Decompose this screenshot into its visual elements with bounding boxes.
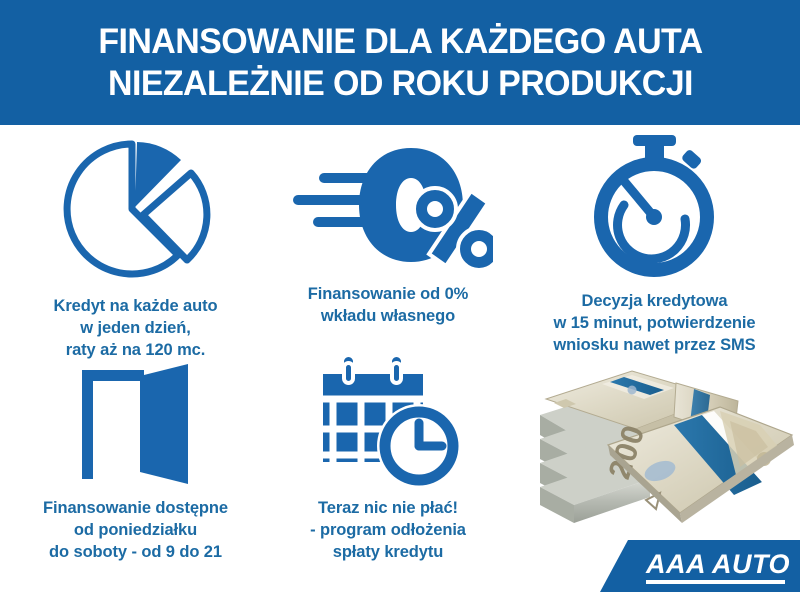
caption-line: Kredyt na każde auto bbox=[53, 297, 218, 315]
caption-line: od poniedziałku bbox=[73, 521, 198, 539]
caption-line: w 15 minut, potwierdzenie bbox=[553, 314, 756, 332]
caption-line: wniosku nawet przez SMS bbox=[553, 336, 756, 354]
caption-line: Finansowanie dostępne bbox=[43, 499, 228, 517]
open-door-icon bbox=[68, 362, 203, 487]
feature-caption: Finansowanie dostępne od poniedziałku do… bbox=[43, 497, 228, 563]
calendar-clock-icon bbox=[313, 357, 463, 487]
banknote-bundles-photo: 200 bbox=[524, 363, 800, 548]
logo-text: AAA AUTO bbox=[646, 549, 790, 579]
caption-line: w jeden dzień, bbox=[80, 319, 191, 337]
caption-line: do soboty - od 9 do 21 bbox=[49, 543, 222, 561]
feature-caption: Kredyt na każde auto w jeden dzień, raty… bbox=[54, 295, 218, 361]
feature-item-opening-hours: Finansowanie dostępne od poniedziałku do… bbox=[8, 362, 263, 563]
feature-caption: Teraz nic nie płać! - program odłożenia … bbox=[310, 497, 466, 563]
feature-grid: Kredyt na każde auto w jeden dzień, raty… bbox=[0, 125, 800, 600]
feature-caption: Decyzja kredytowa w 15 minut, potwierdze… bbox=[553, 290, 755, 356]
caption-line: Decyzja kredytowa bbox=[581, 292, 728, 310]
logo-underline bbox=[646, 580, 785, 584]
banner-headline-line-1: FINANSOWANIE DLA KAŻDEGO AUTA bbox=[97, 21, 703, 61]
pie-chart-icon bbox=[61, 135, 211, 285]
feature-item-deferred-payment: Teraz nic nie płać! - program odłożenia … bbox=[268, 357, 508, 563]
caption-line: Finansowanie od 0% bbox=[307, 285, 469, 303]
zero-percent-icon bbox=[283, 143, 493, 273]
feature-caption: Finansowanie od 0% wkładu własnego bbox=[307, 283, 469, 327]
header-banner: FINANSOWANIE DLA KAŻDEGO AUTA NIEZALEŻNI… bbox=[0, 0, 800, 125]
caption-line: Teraz nic nie płać! bbox=[318, 499, 458, 517]
feature-item-credit-any-car: Kredyt na każde auto w jeden dzień, raty… bbox=[8, 135, 263, 361]
caption-line: - program odłożenia bbox=[310, 521, 466, 539]
caption-line: wkładu własnego bbox=[320, 307, 456, 325]
banner-headline-line-2: NIEZALEŻNIE OD ROKU PRODUKCJI bbox=[107, 63, 693, 103]
feature-item-zero-downpayment: Finansowanie od 0% wkładu własnego bbox=[268, 143, 508, 327]
caption-line: raty aż na 120 mc. bbox=[65, 341, 206, 359]
caption-line: spłaty kredytu bbox=[332, 543, 444, 561]
aaa-auto-logo: AAA AUTO bbox=[600, 540, 800, 592]
stopwatch-icon bbox=[582, 135, 727, 280]
feature-item-fast-decision: Decyzja kredytowa w 15 minut, potwierdze… bbox=[512, 135, 797, 356]
